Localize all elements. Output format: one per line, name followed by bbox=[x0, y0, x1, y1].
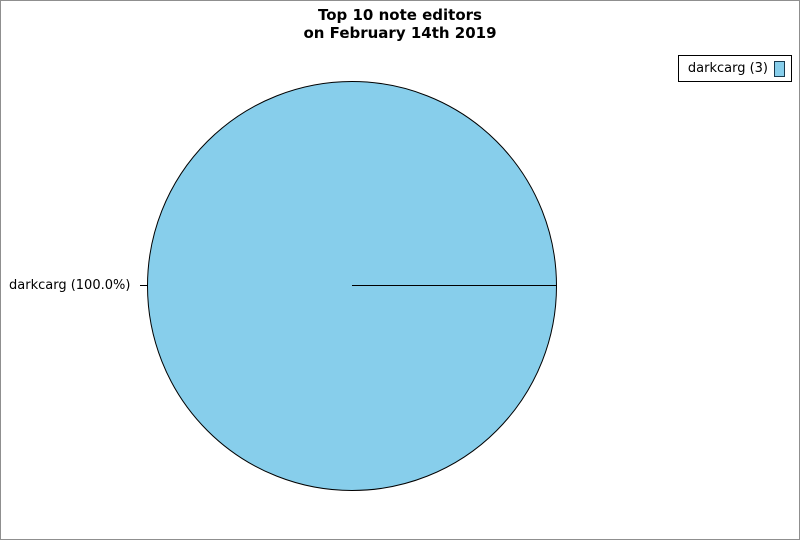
slice-boundary-line bbox=[352, 285, 557, 286]
pie-slice-darkcarg bbox=[147, 81, 557, 491]
chart-title-line1: Top 10 note editors bbox=[317, 6, 482, 24]
slice-label: darkcarg (100.0%) bbox=[9, 278, 131, 293]
chart-title-line2: on February 14th 2019 bbox=[303, 24, 497, 42]
legend-box: darkcarg (3) bbox=[677, 55, 792, 82]
legend-entry-label: darkcarg (3) bbox=[687, 61, 768, 76]
label-connector-tick bbox=[140, 285, 148, 286]
legend-color-swatch bbox=[774, 60, 785, 77]
chart-title: Top 10 note editors on February 14th 201… bbox=[1, 6, 799, 42]
